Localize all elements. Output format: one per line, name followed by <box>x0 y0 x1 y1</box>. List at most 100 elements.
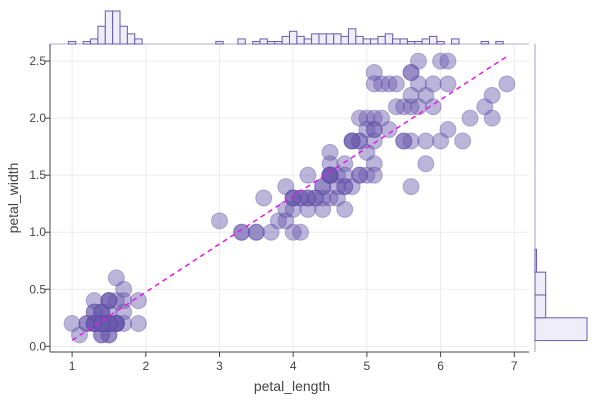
x-axis-title: petal_length <box>254 378 330 394</box>
scatter-point <box>336 166 354 184</box>
scatter-point <box>269 212 287 230</box>
scatter-point <box>299 189 317 207</box>
scatter-point <box>306 189 324 207</box>
scatter-point <box>402 98 420 116</box>
scatter-point <box>93 303 111 321</box>
scatter-point <box>299 200 317 218</box>
scatter-point <box>373 109 391 127</box>
x-tick-label: 7 <box>511 359 518 373</box>
histogram-bar-x <box>252 40 261 45</box>
trendline <box>71 55 508 341</box>
axes <box>45 44 529 357</box>
scatter-point <box>284 189 302 207</box>
scatter-point <box>336 155 354 173</box>
scatter-point <box>373 75 391 93</box>
x-tick-label: 2 <box>142 359 149 373</box>
histogram-bar-x <box>377 35 386 45</box>
y-tick-label: 2.5 <box>29 54 46 68</box>
scatter-point <box>85 314 103 332</box>
scatter-point <box>233 223 251 241</box>
scatter-point <box>387 75 405 93</box>
histogram-bar-x <box>311 33 320 45</box>
x-tick-label: 3 <box>216 359 223 373</box>
scatter-point <box>321 189 339 207</box>
scatter-point <box>402 64 420 82</box>
scatter-point <box>277 212 295 230</box>
scatter-point <box>365 121 383 139</box>
scatter-point <box>115 280 133 298</box>
scatter-point <box>63 314 81 332</box>
scatter-point <box>336 178 354 196</box>
scatter-point <box>233 223 251 241</box>
scatter-point <box>395 132 413 150</box>
scatter-point <box>365 132 383 150</box>
histogram-bar-x <box>296 35 305 45</box>
scatter-point <box>115 303 133 321</box>
scatter-point <box>115 314 133 332</box>
scatter-point <box>483 86 501 104</box>
scatter-point <box>417 155 435 173</box>
scatter-point <box>85 292 103 310</box>
scatter-point <box>93 303 111 321</box>
histogram-bar-x <box>451 38 460 45</box>
scatter-point <box>343 178 361 196</box>
scatter-point <box>409 52 427 70</box>
scatter-point <box>107 314 125 332</box>
scatter-point <box>129 314 147 332</box>
histogram-bar-x <box>90 38 99 45</box>
scatter-point <box>93 314 111 332</box>
histogram-bar-x <box>104 10 114 45</box>
histogram-bar-x <box>266 40 276 45</box>
scatter-point <box>358 121 376 139</box>
scatter-point <box>284 189 302 207</box>
histogram-bar-x <box>406 40 416 45</box>
scatter-point <box>107 292 125 310</box>
scatter-point <box>321 143 339 161</box>
histogram-bar-x <box>318 33 327 45</box>
scatter-point <box>336 178 354 196</box>
scatter-point <box>402 178 420 196</box>
scatter-point <box>93 314 111 332</box>
scatter-point <box>129 292 147 310</box>
scatter-point <box>93 314 111 332</box>
scatter-point <box>93 326 111 344</box>
scatter-point <box>380 75 398 93</box>
scatter-point <box>365 166 383 184</box>
y-tick-label: 1.0 <box>29 225 46 239</box>
histogram-bar-x <box>289 30 298 45</box>
scatter-point <box>299 166 317 184</box>
scatter-point <box>93 314 111 332</box>
scatter-point <box>351 132 369 150</box>
scatter-point <box>432 52 450 70</box>
scatter-point <box>402 86 420 104</box>
scatter-point <box>402 64 420 82</box>
histogram-bar-x <box>67 40 77 45</box>
histogram-bar-x <box>392 38 401 45</box>
scatter-point <box>93 326 111 344</box>
scatter-point <box>314 178 332 196</box>
scatter-point <box>498 75 516 93</box>
scatter-point <box>100 326 118 344</box>
scatter-point <box>417 86 435 104</box>
y-tick-label: 0.0 <box>29 339 46 353</box>
histogram-bar-x <box>414 40 423 45</box>
scatter-point <box>321 166 339 184</box>
histogram-bar-y <box>534 294 547 319</box>
scatter-point <box>93 314 111 332</box>
histogram-bar-x <box>281 35 290 45</box>
scatter-point <box>343 132 361 150</box>
histogram-bar-x <box>340 35 349 45</box>
histogram-bar-x <box>119 25 128 45</box>
tick-labels: 1 2 3 4 5 6 7 0.0 0.5 1.0 1.5 2.0 2.5 <box>29 54 518 373</box>
scatter-point <box>100 292 118 310</box>
scatter-point <box>365 64 383 82</box>
scatter-point <box>292 189 310 207</box>
scatter-point <box>328 178 346 196</box>
scatter-point <box>284 200 302 218</box>
scatter-point <box>439 75 457 93</box>
scatter-point <box>321 166 339 184</box>
marginal-histogram-x <box>50 10 529 45</box>
scatter-point <box>387 98 405 116</box>
trendline-layer <box>71 55 508 341</box>
